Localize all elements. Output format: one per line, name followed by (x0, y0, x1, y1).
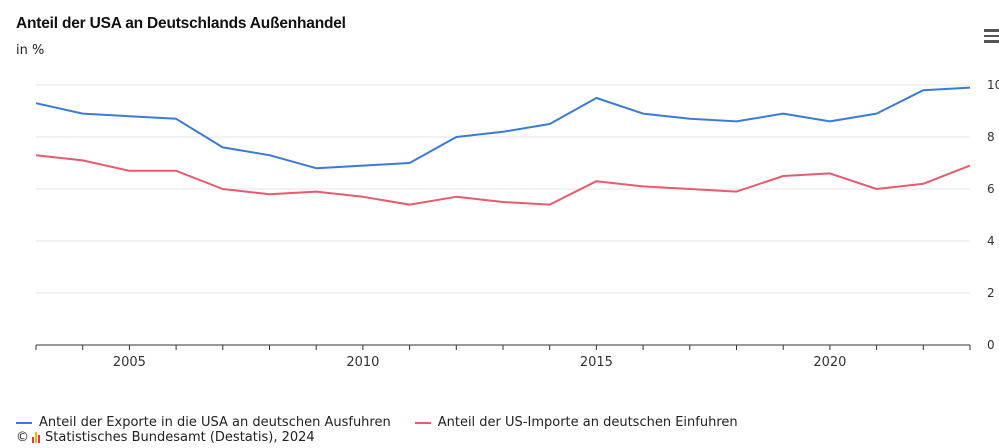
y-tick-label: 2 (987, 286, 995, 300)
y-tick-label: 10 (987, 78, 999, 92)
legend: Anteil der Exporte in die USA an deutsch… (16, 415, 762, 430)
legend-swatch-imports (414, 421, 431, 424)
x-tick-label: 2015 (580, 355, 613, 370)
y-tick-label: 4 (987, 234, 995, 248)
chart-title: Anteil der USA an Deutschlands Außenhand… (16, 15, 346, 32)
source-credit: © Statistisches Bundesamt (Destatis), 20… (16, 430, 315, 445)
line-chart: 2005 2010 2015 2020 0 2 4 6 8 10 (35, 78, 999, 370)
series-line-exports[interactable] (35, 86, 971, 170)
grid-lines (36, 84, 970, 294)
copyright-symbol: © (16, 430, 29, 445)
source-text: Statistisches Bundesamt (Destatis), 2024 (45, 430, 315, 445)
legend-item-imports[interactable]: Anteil der US-Importe an deutschen Einfu… (414, 415, 738, 430)
x-axis: 2005 2010 2015 2020 (35, 344, 971, 370)
y-axis-labels: 0 2 4 6 8 10 (987, 78, 999, 352)
legend-item-exports[interactable]: Anteil der Exporte in die USA an deutsch… (16, 415, 391, 430)
y-tick-label: 6 (987, 182, 995, 196)
destatis-logo-icon (32, 432, 41, 443)
chart-subtitle: in % (16, 43, 45, 58)
legend-label-imports: Anteil der US-Importe an deutschen Einfu… (437, 415, 738, 430)
x-tick-label: 2020 (813, 355, 846, 370)
legend-label-exports: Anteil der Exporte in die USA an deutsch… (39, 415, 391, 430)
legend-swatch-exports (16, 421, 32, 424)
hamburger-menu-icon[interactable] (984, 29, 999, 43)
x-tick-label: 2005 (113, 355, 146, 370)
series-line-imports[interactable] (35, 154, 971, 206)
series-lines (35, 86, 971, 206)
y-tick-label: 0 (987, 338, 995, 352)
y-tick-label: 8 (987, 130, 995, 144)
x-tick-label: 2010 (346, 355, 379, 370)
